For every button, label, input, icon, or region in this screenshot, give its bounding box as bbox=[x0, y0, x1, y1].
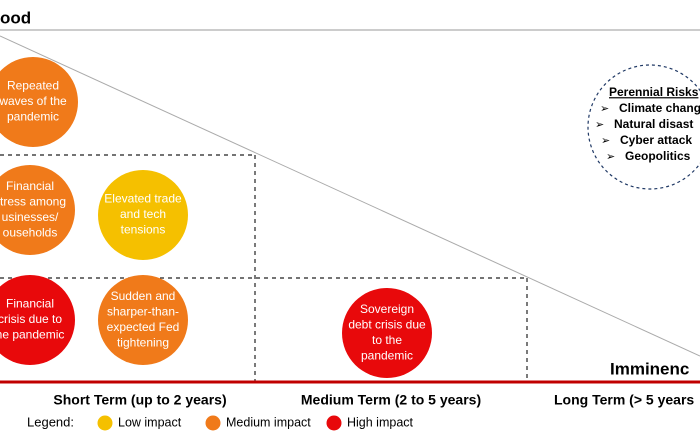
perennial-item: Cyber attack bbox=[620, 133, 692, 147]
node-label: Elevated trade bbox=[104, 192, 182, 206]
node-label: stress among bbox=[0, 194, 66, 208]
node-label: crisis due to bbox=[0, 312, 62, 326]
risk-node bbox=[98, 275, 188, 365]
node-label: ouseholds bbox=[3, 225, 58, 239]
perennial-title: Perennial Risks bbox=[609, 85, 699, 99]
node-label: he pandemic bbox=[0, 328, 64, 342]
perennial-item: Climate chang bbox=[619, 101, 700, 115]
node-label: Repeated bbox=[7, 79, 59, 93]
period-label: Medium Term (2 to 5 years) bbox=[301, 392, 481, 408]
legend-title: Legend: bbox=[27, 414, 74, 429]
perennial-item: Natural disast bbox=[614, 117, 693, 131]
risk-node bbox=[342, 288, 432, 378]
grid-boxes bbox=[0, 154, 528, 382]
bullet: ➢ bbox=[606, 151, 615, 163]
legend-label: High impact bbox=[347, 415, 414, 429]
node-label: Financial bbox=[6, 179, 54, 193]
node-label: usinesses/ bbox=[2, 210, 59, 224]
node-label: Sudden and bbox=[111, 289, 176, 303]
node-label: debt crisis due bbox=[348, 317, 426, 331]
node-label: sharper-than- bbox=[107, 304, 179, 318]
node-label: Sovereign bbox=[360, 302, 414, 316]
node-label: and tech bbox=[120, 207, 166, 221]
bullet: ➢ bbox=[595, 119, 604, 131]
legend-swatch bbox=[326, 415, 342, 431]
node-label: expected Fed bbox=[107, 320, 180, 334]
diagram-title: ood bbox=[0, 8, 31, 27]
legend-label: Medium impact bbox=[226, 415, 311, 429]
risk-node bbox=[0, 165, 75, 255]
legend-label: Low impact bbox=[118, 415, 182, 429]
diagonal bbox=[0, 35, 700, 357]
perennial-item: Geopolitics bbox=[625, 149, 691, 163]
node-label: waves of the bbox=[0, 94, 67, 108]
node-label: tensions bbox=[121, 223, 166, 237]
bullet: ➢ bbox=[601, 135, 610, 147]
period-label: Long Term (> 5 years bbox=[554, 392, 694, 408]
node-label: pandemic bbox=[361, 348, 413, 362]
legend-swatch bbox=[97, 415, 113, 431]
node-label: Financial bbox=[6, 297, 54, 311]
node-label: tightening bbox=[117, 335, 169, 349]
risk-node bbox=[98, 170, 188, 260]
risk-node bbox=[0, 57, 78, 147]
perennial-circle bbox=[587, 64, 700, 190]
node-label: to the bbox=[372, 333, 402, 347]
bullet: ➢ bbox=[600, 103, 609, 115]
legend-swatch bbox=[205, 415, 221, 431]
axis-title: Imminenc bbox=[610, 359, 689, 378]
node-label: pandemic bbox=[7, 110, 59, 124]
period-label: Short Term (up to 2 years) bbox=[53, 392, 226, 408]
risk-node bbox=[0, 275, 75, 365]
